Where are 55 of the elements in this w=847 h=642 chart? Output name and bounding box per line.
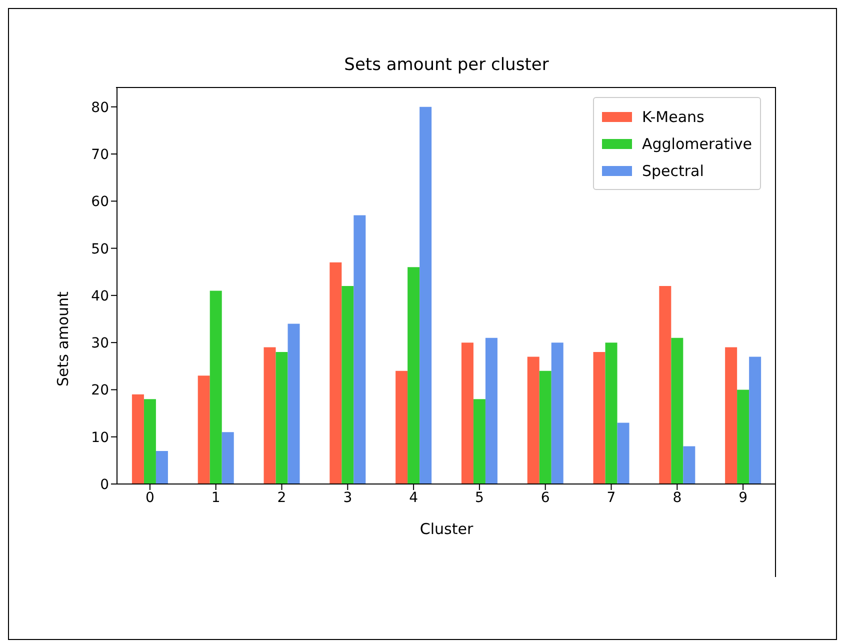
bar <box>342 286 354 484</box>
bar <box>725 347 738 484</box>
bar <box>396 370 408 484</box>
bar <box>749 356 762 484</box>
x-tick-label: 0 <box>145 490 154 506</box>
bar <box>264 347 276 484</box>
bar <box>593 352 606 484</box>
bar <box>737 390 750 484</box>
bar <box>659 286 672 484</box>
x-tick-label: 9 <box>738 490 748 506</box>
bar <box>473 399 486 484</box>
legend-label: K-Means <box>642 108 704 126</box>
bar <box>198 376 210 484</box>
x-tick-label: 7 <box>606 490 616 506</box>
y-tick-label: 40 <box>91 288 109 304</box>
bar <box>354 215 366 484</box>
bar <box>408 267 420 484</box>
legend-label: Spectral <box>642 162 704 180</box>
y-tick-label: 20 <box>91 382 109 399</box>
y-axis-title: Sets amount <box>54 291 72 387</box>
x-tick-label: 1 <box>211 490 220 506</box>
legend-label: Agglomerative <box>642 134 752 152</box>
x-tick-label: 6 <box>540 490 550 506</box>
x-tick-label: 4 <box>409 490 418 506</box>
x-tick-label: 2 <box>277 490 286 506</box>
bar <box>605 342 618 484</box>
bar <box>288 324 300 484</box>
bar <box>210 290 222 484</box>
x-axis-title: Cluster <box>420 520 474 538</box>
bar <box>276 352 288 484</box>
bar <box>461 342 474 484</box>
y-tick-label: 70 <box>91 146 109 163</box>
x-tick-label: 8 <box>672 490 682 506</box>
y-tick-label: 60 <box>91 194 109 210</box>
chart-title: Sets amount per cluster <box>343 55 550 75</box>
bar <box>222 432 234 484</box>
bar <box>617 422 630 484</box>
bar <box>683 446 696 484</box>
bar <box>156 451 168 484</box>
x-tick-label: 5 <box>474 490 484 506</box>
bar <box>420 106 432 484</box>
bar <box>330 262 342 484</box>
bar <box>671 338 684 484</box>
x-tick-label: 3 <box>343 490 352 506</box>
y-tick-label: 30 <box>91 336 109 352</box>
y-tick-label: 50 <box>91 241 109 258</box>
bar <box>485 338 498 484</box>
y-tick-label: 0 <box>100 476 109 493</box>
bar <box>551 342 564 484</box>
y-tick-label: 10 <box>91 430 109 446</box>
y-tick-label: 80 <box>91 100 109 116</box>
bar <box>527 356 540 484</box>
bar <box>539 370 552 484</box>
bar <box>144 399 156 484</box>
bar <box>132 394 144 484</box>
